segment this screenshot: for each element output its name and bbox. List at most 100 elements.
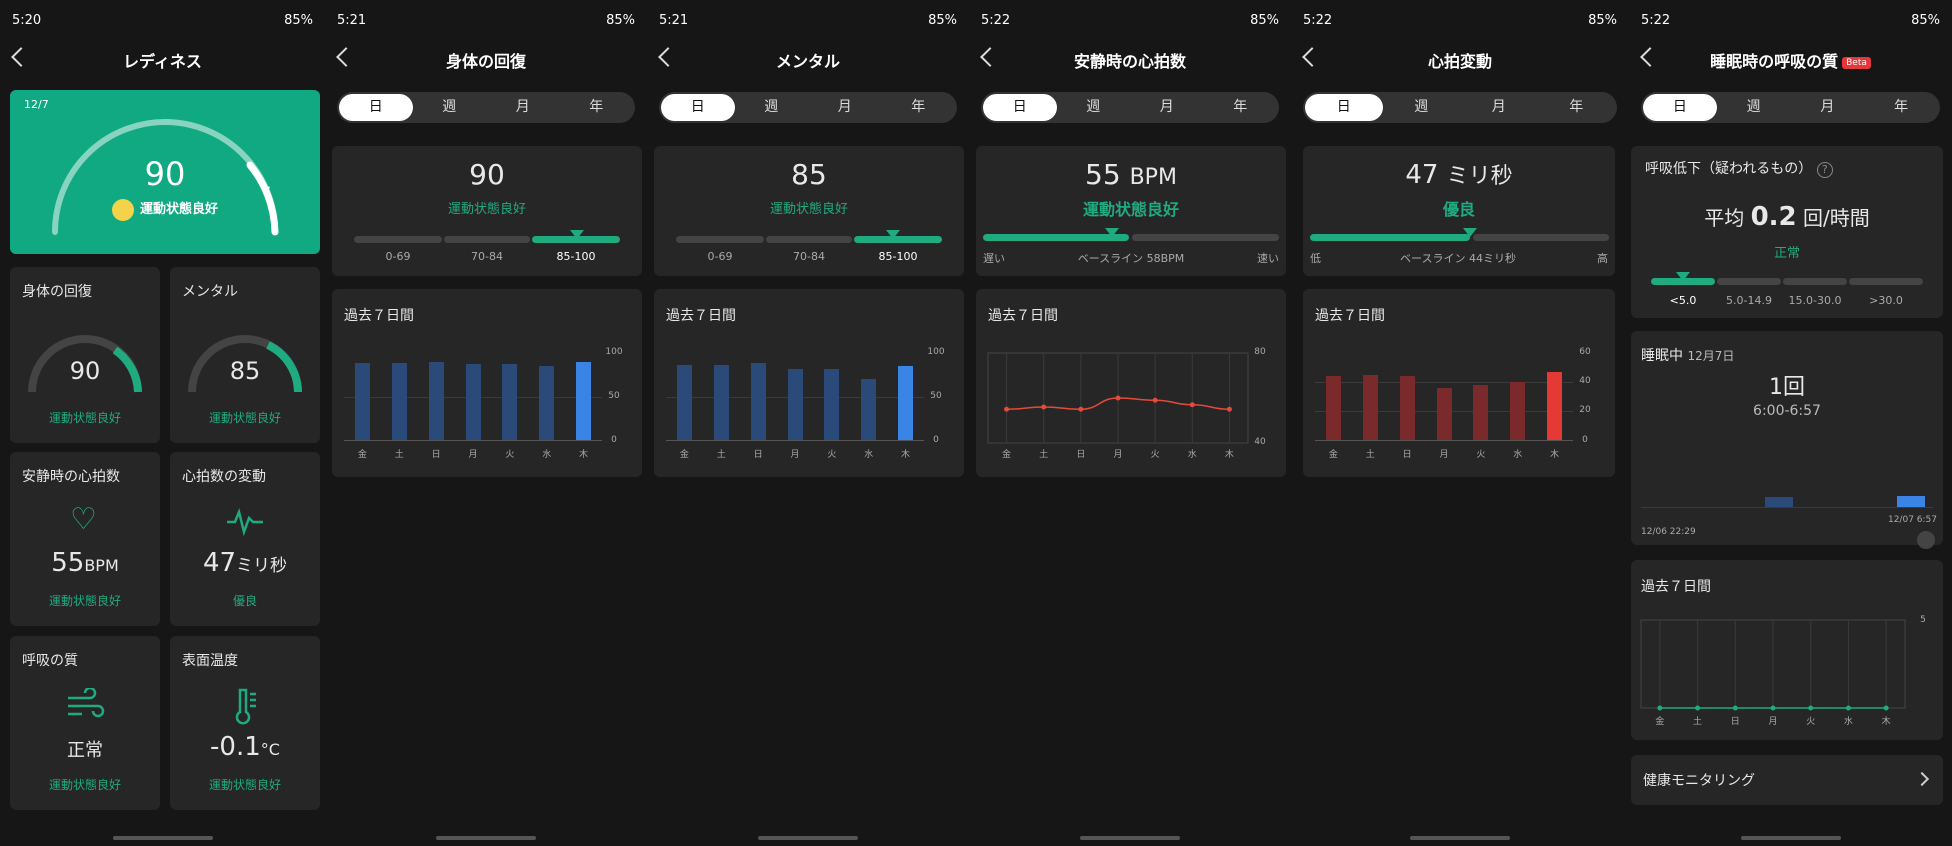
tile-value: 90 — [69, 357, 101, 385]
data-point[interactable] — [1770, 705, 1776, 711]
status-bar: 5:21 85% — [659, 13, 957, 28]
data-point[interactable] — [1189, 402, 1195, 408]
y-tick: 5 — [1920, 615, 1926, 625]
tab-year[interactable]: 年 — [589, 99, 604, 115]
rhr-marker — [1105, 228, 1119, 237]
tab-week[interactable]: 週 — [1086, 99, 1101, 115]
home-indicator[interactable] — [112, 836, 213, 840]
data-point[interactable] — [1883, 705, 1889, 711]
temp-tile[interactable]: 表面温度 -0.1°C 運動状態良好 — [170, 636, 320, 810]
tab-month[interactable]: 月 — [1491, 99, 1506, 115]
range-bar — [1651, 278, 1715, 285]
data-point[interactable] — [1732, 705, 1738, 711]
bar[interactable] — [1547, 371, 1563, 440]
range-bar-high — [854, 236, 942, 243]
tab-year[interactable]: 年 — [911, 99, 926, 115]
average-value: 平均 0.2 回/時間 — [1704, 202, 1870, 232]
range-label: 85-100 — [878, 250, 918, 263]
bar[interactable] — [1399, 376, 1415, 440]
tab-year[interactable]: 年 — [1569, 99, 1584, 115]
x-tick: 木 — [579, 450, 589, 460]
past7-card: 過去７日間 5 金 土 日 月 火 水 木 — [1631, 560, 1943, 740]
tab-week[interactable]: 週 — [1746, 99, 1761, 115]
data-point[interactable] — [1041, 404, 1047, 410]
data-point[interactable] — [1152, 397, 1158, 403]
x-axis: 金土日月火水木 — [344, 447, 602, 461]
readiness-card[interactable]: 12/7 90 運動状態良好 — [10, 90, 320, 254]
home-indicator[interactable] — [1080, 836, 1180, 840]
bar[interactable] — [465, 364, 481, 440]
bar[interactable] — [898, 366, 914, 440]
tile-status: 優良 — [232, 594, 257, 608]
x-tick: 木 — [901, 450, 911, 460]
recovery-tile[interactable]: 身体の回復 90 運動状態良好 — [10, 267, 160, 443]
bar[interactable] — [1436, 387, 1452, 440]
data-point[interactable] — [1808, 705, 1814, 711]
mental-tile[interactable]: メンタル 85 運動状態良好 — [170, 267, 320, 443]
bar[interactable] — [1362, 374, 1378, 440]
range-bar — [1717, 278, 1781, 285]
tab-week[interactable]: 週 — [442, 99, 457, 115]
x-tick: 水 — [864, 450, 874, 460]
help-icon[interactable]: ? — [1816, 162, 1833, 178]
tab-year[interactable]: 年 — [1894, 99, 1909, 115]
score-status: 運動状態良好 — [447, 202, 526, 217]
data-point[interactable] — [1657, 705, 1663, 711]
bar[interactable] — [787, 368, 803, 440]
bar[interactable] — [539, 366, 555, 440]
x-tick: 水 — [1513, 450, 1523, 460]
bar[interactable] — [502, 364, 518, 440]
bar[interactable] — [391, 362, 407, 440]
data-point[interactable] — [1226, 406, 1232, 412]
home-indicator[interactable] — [1410, 836, 1510, 840]
wind-icon — [68, 688, 105, 718]
tab-month[interactable]: 月 — [1820, 99, 1835, 115]
home-indicator[interactable] — [758, 836, 858, 840]
bar[interactable] — [1510, 382, 1526, 440]
home-indicator[interactable] — [436, 836, 536, 840]
bar[interactable] — [824, 368, 840, 440]
scroll-handle[interactable] — [1917, 531, 1935, 549]
tab-week[interactable]: 週 — [1414, 99, 1429, 115]
bar-chart — [1315, 353, 1573, 441]
data-point[interactable] — [1115, 395, 1121, 401]
x-axis: 金土日月火水木 — [1315, 447, 1573, 461]
past7-card: 過去７日間 80 40 金 土 日 月 火 水 木 — [976, 289, 1286, 477]
nav-bar: メンタル — [647, 40, 969, 80]
bar[interactable] — [428, 361, 444, 440]
rhr-tile[interactable]: 安静時の心拍数 ♡ 55BPM 運動状態良好 — [10, 452, 160, 626]
tab-week[interactable]: 週 — [764, 99, 779, 115]
tab-day[interactable]: 日 — [983, 94, 1057, 121]
data-point[interactable] — [1078, 406, 1084, 412]
bar[interactable] — [354, 363, 370, 440]
bar[interactable] — [576, 361, 592, 440]
bar[interactable] — [1473, 384, 1489, 440]
tab-month[interactable]: 月 — [837, 99, 852, 115]
tab-day[interactable]: 日 — [1305, 94, 1383, 121]
hrv-bar-low — [1310, 234, 1470, 241]
bar[interactable] — [861, 379, 877, 440]
bar[interactable] — [1325, 376, 1341, 440]
tab-day[interactable]: 日 — [661, 94, 735, 121]
tile-value: 正常 — [67, 740, 103, 761]
tab-month[interactable]: 月 — [515, 99, 530, 115]
tab-year[interactable]: 年 — [1233, 99, 1248, 115]
tab-month[interactable]: 月 — [1159, 99, 1174, 115]
bar[interactable] — [676, 365, 692, 440]
data-point[interactable] — [1845, 705, 1851, 711]
home-indicator[interactable] — [1740, 836, 1841, 840]
bar[interactable] — [713, 365, 729, 440]
tab-day[interactable]: 日 — [339, 94, 413, 121]
range-label: 15.0-30.0 — [1788, 294, 1842, 307]
y-tick: 60 — [1579, 347, 1591, 357]
x-tick: 日 — [1402, 450, 1412, 460]
breath-tile[interactable]: 呼吸の質 正常 運動状態良好 — [10, 636, 160, 810]
data-point[interactable] — [1004, 406, 1010, 412]
hrv-tile[interactable]: 心拍数の変動 47ミリ秒 優良 — [170, 452, 320, 626]
bar[interactable] — [750, 363, 766, 440]
x-axis: 金土日月火水木 — [666, 447, 924, 461]
data-point[interactable] — [1695, 705, 1701, 711]
health-monitoring-link[interactable]: 健康モニタリング — [1631, 755, 1943, 805]
y-tick: 20 — [1579, 405, 1591, 415]
tab-day[interactable]: 日 — [1643, 94, 1717, 121]
